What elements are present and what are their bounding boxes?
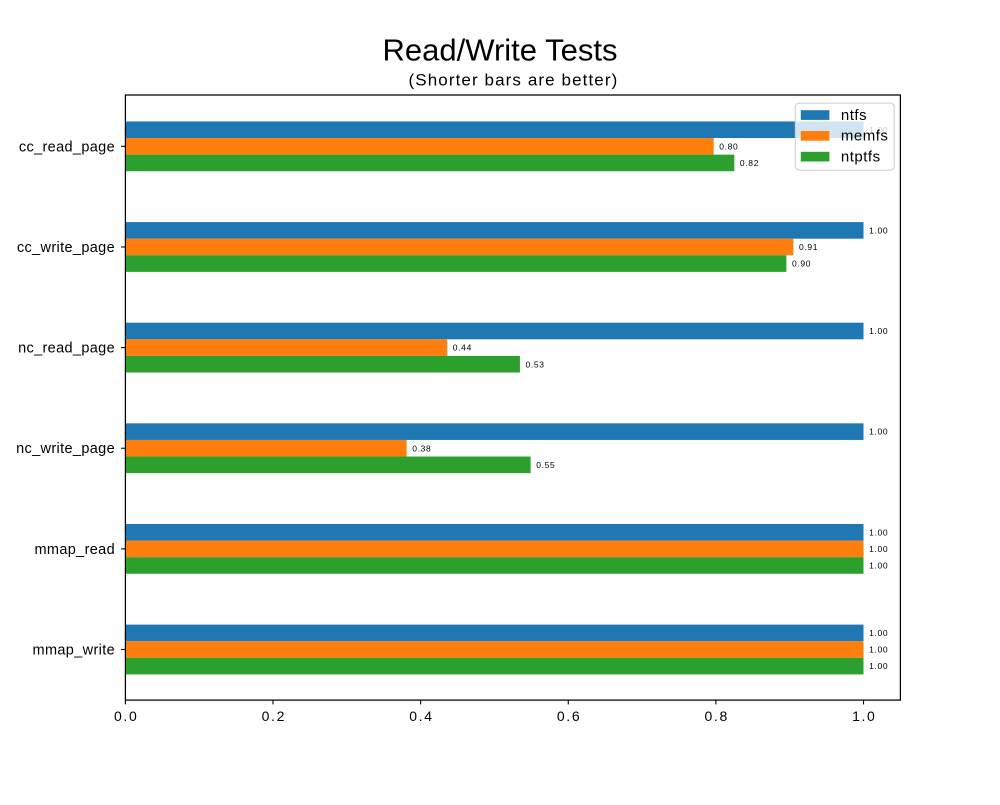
svg-text:ntfs: ntfs <box>841 107 867 124</box>
svg-text:nc_read_page: nc_read_page <box>18 341 115 357</box>
svg-text:cc_read_page: cc_read_page <box>19 139 115 155</box>
svg-text:0.38: 0.38 <box>412 443 431 453</box>
svg-text:(Shorter bars are better): (Shorter bars are better) <box>409 71 619 90</box>
svg-text:0.91: 0.91 <box>799 242 818 252</box>
svg-text:Read/Write Tests: Read/Write Tests <box>383 33 618 68</box>
svg-text:1.00: 1.00 <box>869 661 888 671</box>
svg-text:1.00: 1.00 <box>869 326 888 336</box>
svg-text:0.6: 0.6 <box>557 708 581 724</box>
svg-text:memfs: memfs <box>841 128 889 145</box>
svg-text:0.80: 0.80 <box>719 141 738 151</box>
svg-text:ntptfs: ntptfs <box>841 148 881 165</box>
svg-text:0.0: 0.0 <box>114 708 138 724</box>
svg-text:1.0: 1.0 <box>852 708 876 724</box>
svg-text:1.00: 1.00 <box>869 527 888 537</box>
svg-text:1.00: 1.00 <box>869 225 888 235</box>
svg-text:1.00: 1.00 <box>869 645 888 655</box>
svg-text:0.2: 0.2 <box>262 708 286 724</box>
svg-text:mmap_read: mmap_read <box>34 542 115 558</box>
svg-text:cc_write_page: cc_write_page <box>17 240 115 256</box>
svg-text:mmap_write: mmap_write <box>33 643 115 659</box>
svg-text:0.4: 0.4 <box>409 708 433 724</box>
svg-text:1.00: 1.00 <box>869 628 888 638</box>
svg-text:1.00: 1.00 <box>869 561 888 571</box>
svg-text:0.53: 0.53 <box>526 359 545 369</box>
svg-text:0.55: 0.55 <box>536 460 555 470</box>
svg-text:0.82: 0.82 <box>740 158 759 168</box>
svg-text:nc_write_page: nc_write_page <box>16 441 115 457</box>
svg-text:1.00: 1.00 <box>869 544 888 554</box>
svg-text:1.00: 1.00 <box>869 427 888 437</box>
svg-text:0.44: 0.44 <box>453 343 472 353</box>
svg-text:0.90: 0.90 <box>792 259 811 269</box>
svg-text:0.8: 0.8 <box>704 708 728 724</box>
